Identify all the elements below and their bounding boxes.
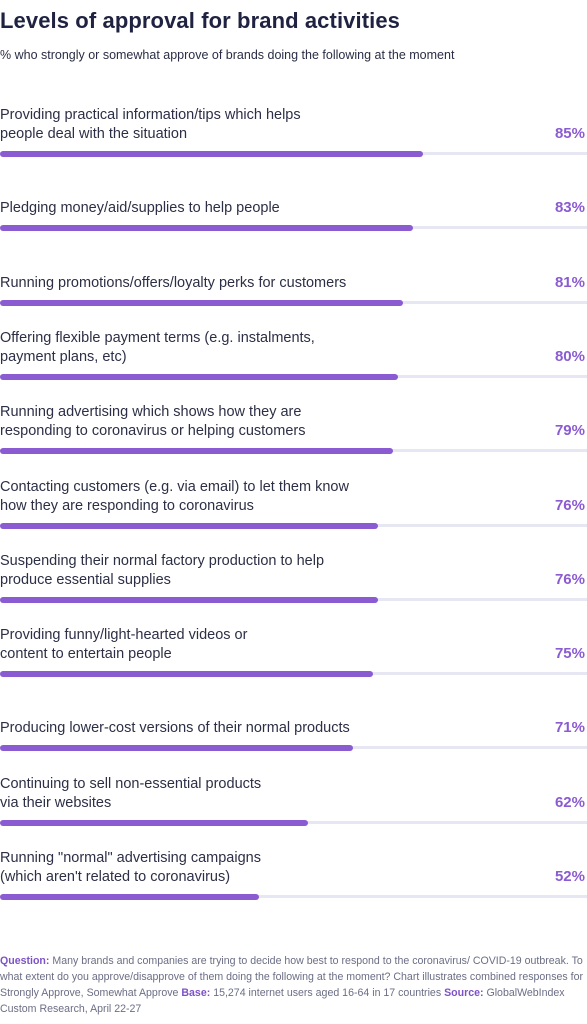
category-label: Contacting customers (e.g. via email) to… xyxy=(0,479,349,514)
value-label: 62% xyxy=(554,794,585,811)
bar xyxy=(0,448,393,454)
value-label: 52% xyxy=(554,868,585,885)
bar xyxy=(0,374,398,380)
bar xyxy=(0,225,413,231)
value-label: 85% xyxy=(554,125,585,142)
value-label: 76% xyxy=(554,571,585,588)
bar xyxy=(0,523,378,529)
category-label: Running promotions/offers/loyalty perks … xyxy=(0,275,347,291)
value-label: 71% xyxy=(554,719,585,736)
category-label: Providing practical information/tips whi… xyxy=(0,107,301,142)
category-label: Offering flexible payment terms (e.g. in… xyxy=(0,330,315,365)
value-label: 76% xyxy=(554,497,585,514)
category-label: Suspending their normal factory producti… xyxy=(0,553,325,588)
page-title: Levels of approval for brand activities xyxy=(0,8,401,33)
category-label: Providing funny/light-hearted videos or … xyxy=(0,627,248,662)
category-label: Running advertising which shows how they… xyxy=(0,404,306,439)
footnote: Question: Many brands and companies are … xyxy=(0,953,587,1017)
bar xyxy=(0,745,353,751)
value-label: 75% xyxy=(554,645,585,662)
bar xyxy=(0,151,423,157)
footnote-base-text: 15,274 internet users aged 16-64 in 17 c… xyxy=(210,987,445,999)
value-label: 79% xyxy=(554,422,585,439)
footnote-source-text: GlobalWebIndex Custom Research, April 22… xyxy=(0,987,565,1015)
value-label: 81% xyxy=(554,274,585,291)
category-label: Producing lower-cost versions of their n… xyxy=(0,720,350,736)
bar xyxy=(0,597,378,603)
category-label: Pledging money/aid/supplies to help peop… xyxy=(0,200,280,216)
footnote-source-label: Source: xyxy=(444,987,484,999)
value-label: 83% xyxy=(554,199,585,216)
bar xyxy=(0,894,259,900)
bar xyxy=(0,671,373,677)
footnote-question-label: Question: xyxy=(0,955,50,967)
footnote-question-text: Many brands and companies are trying to … xyxy=(0,955,583,999)
category-label: Continuing to sell non-essential product… xyxy=(0,776,262,811)
bar-track xyxy=(0,895,587,898)
value-label: 80% xyxy=(554,348,585,365)
page-subtitle: % who strongly or somewhat approve of br… xyxy=(0,48,455,62)
category-label: Running "normal" advertising campaigns (… xyxy=(0,850,261,885)
footnote-base-label: Base: xyxy=(181,987,211,999)
bar xyxy=(0,300,403,306)
bar xyxy=(0,820,308,826)
